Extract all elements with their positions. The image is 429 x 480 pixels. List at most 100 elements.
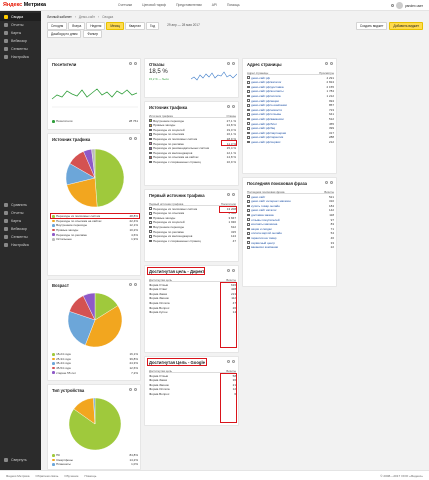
- settings-icon[interactable]: [325, 181, 328, 184]
- settings-icon[interactable]: [227, 269, 230, 272]
- checkbox[interactable]: [247, 131, 250, 135]
- checkbox[interactable]: [149, 230, 152, 233]
- checkbox[interactable]: [247, 227, 250, 231]
- row-label[interactable]: демо сайт интернет магазин: [251, 199, 291, 204]
- sidebar-item[interactable]: Карты: [0, 217, 41, 225]
- sidebar-item[interactable]: Карты: [0, 29, 41, 37]
- row-label[interactable]: демо-сайт.рф/отзывы: [251, 112, 282, 117]
- settings-icon[interactable]: [129, 137, 132, 140]
- legend-item[interactable]: 45-54 года 12,6%: [52, 366, 138, 371]
- row-label[interactable]: демо-сайт.рф/партнерам: [251, 130, 286, 135]
- sidebar-item[interactable]: Сравнить: [0, 201, 41, 209]
- checkbox[interactable]: [247, 199, 250, 203]
- legend-item[interactable]: старше 55 лет 7,2%: [52, 370, 138, 375]
- dashboard-select[interactable]: Дашборд по дням: [47, 30, 82, 38]
- collapse-button[interactable]: Свернуть: [0, 456, 41, 464]
- breadcrumb-item[interactable]: Демо-сайт: [78, 15, 96, 19]
- checkbox[interactable]: [247, 218, 250, 221]
- topnav-link[interactable]: Счетчики: [118, 3, 133, 7]
- legend-item[interactable]: Планшеты 1,0%: [52, 462, 138, 467]
- row-label[interactable]: вакансии компании: [251, 245, 279, 250]
- settings-icon[interactable]: [129, 388, 132, 391]
- settings-icon[interactable]: [129, 283, 132, 286]
- bell-icon[interactable]: [391, 4, 395, 7]
- settings-icon[interactable]: [325, 62, 328, 65]
- checkbox[interactable]: [149, 221, 152, 224]
- checkbox[interactable]: [247, 222, 250, 226]
- breadcrumb-item[interactable]: Личный кабинет: [47, 15, 72, 19]
- row-label[interactable]: контакты магазина: [251, 222, 278, 227]
- pie-slice[interactable]: [66, 177, 98, 208]
- footer-link[interactable]: Обратная связь: [35, 474, 59, 478]
- row-label[interactable]: демо-сайт.рф/вакансии: [251, 117, 284, 122]
- row-label[interactable]: демо сайт: [251, 194, 266, 199]
- legend-item[interactable]: Остальные 1,9%: [52, 237, 138, 242]
- close-icon[interactable]: [134, 137, 137, 140]
- checkbox[interactable]: [247, 90, 250, 93]
- checkbox[interactable]: [247, 136, 250, 139]
- close-icon[interactable]: [232, 193, 235, 196]
- checkbox[interactable]: [247, 204, 250, 208]
- period-button[interactable]: Вчера: [68, 22, 86, 30]
- close-icon[interactable]: [232, 269, 235, 272]
- pie-slice[interactable]: [82, 292, 96, 321]
- legend-item[interactable]: Переходы из поисковых систем 48,8%: [52, 214, 138, 219]
- checkbox[interactable]: [247, 103, 250, 107]
- row-label[interactable]: демо сайт каталог: [251, 208, 277, 213]
- checkbox[interactable]: [149, 207, 152, 210]
- row-label[interactable]: демо-сайт.рф: [251, 75, 271, 80]
- checkbox[interactable]: [247, 209, 250, 212]
- row-label[interactable]: гарантия на товар: [251, 236, 277, 241]
- legend-item[interactable]: Прямые заходы 10,2%: [52, 228, 138, 233]
- footer-link[interactable]: Яндекс.Метрика: [6, 474, 30, 478]
- checkbox[interactable]: [149, 211, 152, 215]
- checkbox[interactable]: [247, 122, 250, 125]
- checkbox[interactable]: [247, 195, 250, 198]
- settings-icon[interactable]: [227, 105, 230, 108]
- checkbox[interactable]: [247, 140, 250, 144]
- close-icon[interactable]: [232, 105, 235, 108]
- sidebar-item[interactable]: Настройка: [0, 53, 41, 61]
- checkbox[interactable]: [247, 85, 250, 89]
- period-button[interactable]: Неделя: [86, 22, 106, 30]
- pie-slice[interactable]: [94, 148, 125, 208]
- legend-item[interactable]: 18-24 года 16,1%: [52, 352, 138, 357]
- close-icon[interactable]: [330, 181, 333, 184]
- checkbox[interactable]: [247, 213, 250, 217]
- row-label[interactable]: демо-сайт.рф/о-компании: [251, 103, 287, 108]
- legend-item[interactable]: 35-44 года 24,3%: [52, 361, 138, 366]
- pie-slice[interactable]: [67, 311, 96, 346]
- legend-item[interactable]: Переходы по рекламе 4,6%: [52, 232, 138, 237]
- date-range-picker[interactable]: 29 апр — 28 мая 2017: [167, 23, 200, 27]
- pie-slice[interactable]: [68, 397, 122, 451]
- legend-item[interactable]: ПК 84,8%: [52, 453, 138, 458]
- checkbox[interactable]: [247, 108, 250, 112]
- close-icon[interactable]: [232, 360, 235, 363]
- sidebar-item[interactable]: Отчеты: [0, 21, 41, 29]
- legend-item[interactable]: Смартфоны 14,2%: [52, 458, 138, 463]
- sidebar-item[interactable]: Вебвизор: [0, 225, 41, 233]
- sidebar-item[interactable]: Сводка: [0, 13, 41, 21]
- close-icon[interactable]: [232, 62, 235, 65]
- checkbox[interactable]: [247, 94, 250, 98]
- checkbox[interactable]: [247, 80, 250, 84]
- row-label[interactable]: купить товар онлайн: [251, 203, 280, 208]
- sidebar-item[interactable]: Отчеты: [0, 209, 41, 217]
- footer-link[interactable]: Обучение: [64, 474, 79, 478]
- legend-item[interactable]: Переходы по ссылкам на сайтах 22,4%: [52, 219, 138, 224]
- sidebar-item[interactable]: Сегменты: [0, 45, 41, 53]
- footer-link[interactable]: Помощь: [84, 474, 97, 478]
- create-widget-button[interactable]: Создать виджет: [355, 22, 388, 30]
- topnav-link[interactable]: API: [211, 3, 218, 7]
- period-button[interactable]: Сегодня: [47, 22, 68, 30]
- row-label[interactable]: акции и скидки: [251, 226, 272, 231]
- topnav-link[interactable]: Представителям: [176, 3, 202, 7]
- sidebar-item[interactable]: Вебвизор: [0, 37, 41, 45]
- row-label[interactable]: демо-сайт.рф/доставка: [251, 84, 284, 89]
- close-icon[interactable]: [134, 283, 137, 286]
- checkbox[interactable]: [247, 126, 250, 130]
- row-label[interactable]: доставка заказа: [251, 213, 274, 218]
- user-menu[interactable]: yandex.user: [391, 2, 423, 9]
- period-button[interactable]: Месяц: [106, 22, 124, 30]
- filter-button[interactable]: Фильтр: [83, 30, 103, 38]
